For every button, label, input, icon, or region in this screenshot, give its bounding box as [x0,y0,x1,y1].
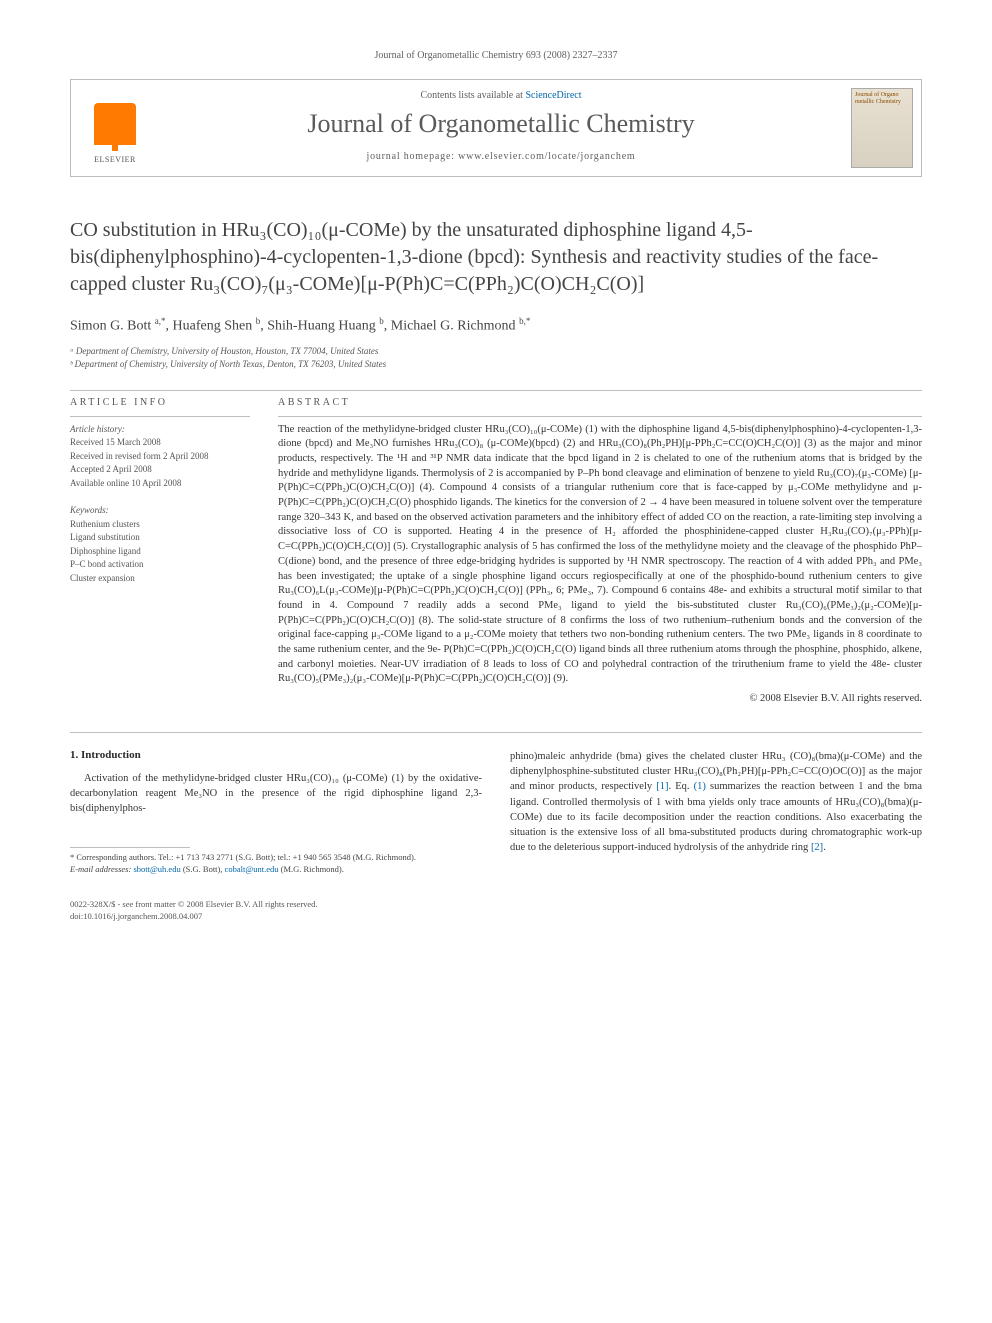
keyword-4: P–C bond activation [70,558,250,572]
running-header: Journal of Organometallic Chemistry 693 … [70,50,922,61]
history-accepted: Accepted 2 April 2008 [70,463,250,477]
section-heading-intro: 1. Introduction [70,749,482,761]
elsevier-logo: ELSEVIER [80,98,150,168]
abstract-label: ABSTRACT [278,397,922,408]
keyword-1: Ruthenium clusters [70,518,250,532]
journal-masthead: ELSEVIER Contents lists available at Sci… [70,79,922,177]
email-line: E-mail addresses: sbott@uh.edu (S.G. Bot… [70,864,482,876]
publisher-name: ELSEVIER [94,155,136,164]
article-title: CO substitution in HRu₃(CO)₁₀(μ-COMe) by… [70,217,922,298]
email-label: E-mail addresses: [70,864,131,874]
keyword-5: Cluster expansion [70,572,250,586]
intro-text-left: Activation of the methylidyne-bridged cl… [70,771,482,817]
affiliations: ᵃ Department of Chemistry, University of… [70,345,922,372]
affiliation-a: ᵃ Department of Chemistry, University of… [70,345,922,359]
email-link-2[interactable]: cobalt@unt.edu [225,864,279,874]
elsevier-tree-icon [94,103,136,145]
abstract-copyright: © 2008 Elsevier B.V. All rights reserved… [278,693,922,704]
ref-link-1[interactable]: [1] [656,781,668,792]
history-label: Article history: [70,423,250,437]
corresponding-authors-note: * Corresponding authors. Tel.: +1 713 74… [70,852,482,864]
divider-info [70,416,250,417]
author-list: Simon G. Bott a,*, Huafeng Shen b, Shih-… [70,316,922,335]
footnote-rule [70,847,190,848]
history-received: Received 15 March 2008 [70,436,250,450]
issn-copyright-line: 0022-328X/$ - see front matter © 2008 El… [70,899,922,910]
email-paren-2: (M.G. Richmond). [278,864,343,874]
keyword-3: Diphosphine ligand [70,545,250,559]
article-info-label: ARTICLE INFO [70,397,250,408]
journal-name: Journal of Organometallic Chemistry [159,109,843,139]
publisher-logo-area: ELSEVIER [71,80,159,176]
contents-prefix: Contents lists available at [420,90,525,101]
journal-cover-thumbnail: Journal of Organo metallic Chemistry [851,88,913,168]
email-link-1[interactable]: sbott@uh.edu [133,864,180,874]
keywords-block: Keywords: Ruthenium clusters Ligand subs… [70,504,250,585]
journal-homepage: journal homepage: www.elsevier.com/locat… [159,151,843,162]
journal-cover-area: Journal of Organo metallic Chemistry [843,80,921,176]
divider-abstract [278,416,922,417]
email-paren-1: (S.G. Bott), [181,864,225,874]
article-history: Article history: Received 15 March 2008 … [70,423,250,491]
front-matter-footer: 0022-328X/$ - see front matter © 2008 El… [70,899,922,921]
intro-paragraph-left: Activation of the methylidyne-bridged cl… [70,771,482,817]
contents-list-line: Contents lists available at ScienceDirec… [159,90,843,101]
abstract-text: The reaction of the methylidyne-bridged … [278,423,922,687]
affiliation-b: ᵇ Department of Chemistry, University of… [70,358,922,372]
history-online: Available online 10 April 2008 [70,477,250,491]
divider-bottom [70,732,922,733]
eq-link-1[interactable]: (1) [694,781,706,792]
keywords-label: Keywords: [70,504,250,518]
footnotes: * Corresponding authors. Tel.: +1 713 74… [70,852,482,876]
sciencedirect-link[interactable]: ScienceDirect [525,90,581,101]
doi-line: doi:10.1016/j.jorganchem.2008.04.007 [70,911,922,922]
divider-top [70,390,922,391]
keyword-2: Ligand substitution [70,531,250,545]
history-revised: Received in revised form 2 April 2008 [70,450,250,464]
intro-paragraph-right: phino)maleic anhydride (bma) gives the c… [510,749,922,856]
ref-link-2[interactable]: [2] [811,842,823,853]
